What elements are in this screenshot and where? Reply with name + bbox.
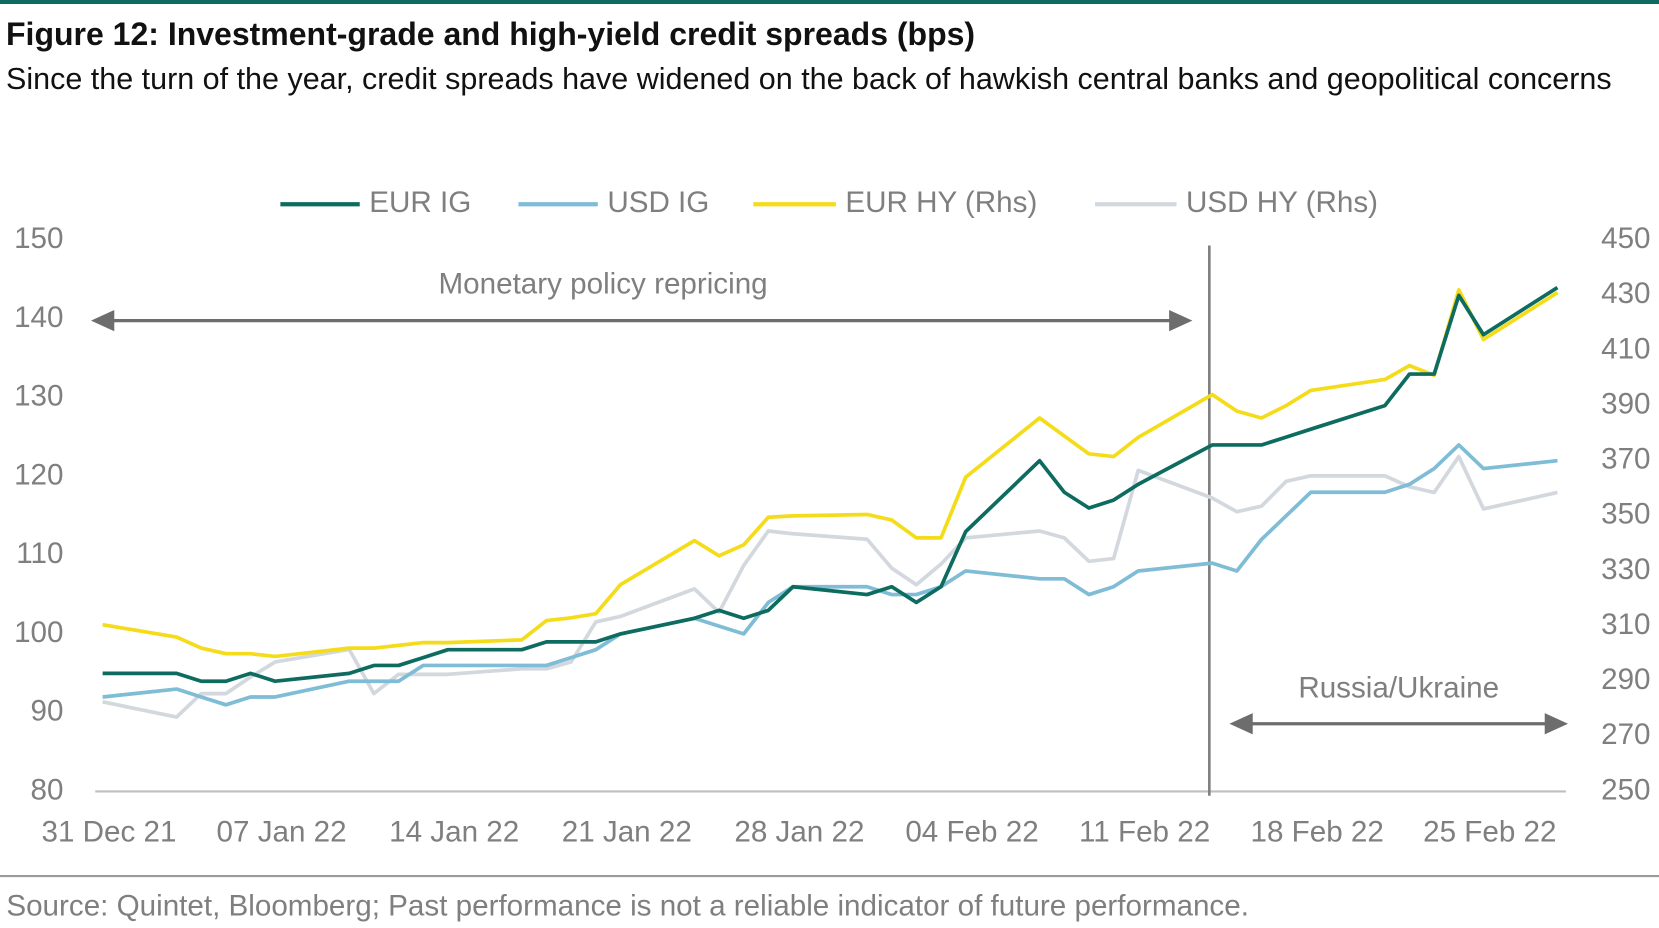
legend-label: USD IG	[607, 186, 709, 219]
x-tick-label: 07 Jan 22	[217, 816, 347, 849]
series-line	[102, 443, 1558, 707]
series-line	[102, 287, 1559, 659]
y-tick-label: 120	[14, 458, 63, 491]
x-tick-label: 18 Feb 22	[1251, 816, 1384, 849]
title: Figure 12: Investment-grade and high-yie…	[6, 16, 976, 52]
y-tick-label: 130	[14, 380, 63, 413]
series-line	[102, 285, 1559, 684]
series-line	[102, 454, 1558, 719]
subtitle: Since the turn of the year, credit sprea…	[6, 62, 1612, 96]
y-tick-label: 100	[14, 616, 63, 649]
x-tick-label: 11 Feb 22	[1079, 816, 1210, 849]
annotation: Russia/Ukraine	[1298, 672, 1499, 705]
x-tick-label: 31 Dec 21	[41, 816, 176, 849]
y-tick-label: 140	[14, 301, 63, 334]
y2-tick-label: 430	[1601, 277, 1650, 310]
source: Source: Quintet, Bloomberg; Past perform…	[6, 890, 1249, 923]
annotation: Monetary policy repricing	[439, 268, 768, 301]
y2-tick-label: 350	[1601, 498, 1650, 531]
arrow-russia	[1229, 713, 1569, 735]
y2-tick-label: 450	[1601, 222, 1650, 255]
y2-tick-label: 330	[1601, 553, 1650, 586]
top-rule	[0, 0, 1659, 4]
x-tick-label: 14 Jan 22	[389, 816, 519, 849]
y2-tick-label: 250	[1601, 773, 1650, 806]
y2-tick-label: 390	[1601, 387, 1650, 420]
y2-tick-label: 410	[1601, 332, 1650, 365]
y2-tick-label: 370	[1601, 443, 1650, 476]
y-tick-label: 90	[31, 695, 64, 728]
x-tick-label: 28 Jan 22	[734, 816, 864, 849]
arrow-monetary	[90, 310, 1193, 332]
legend-label: EUR IG	[369, 186, 471, 219]
legend-label: USD HY (Rhs)	[1186, 186, 1378, 219]
y-tick-label: 150	[14, 222, 63, 255]
y2-tick-label: 310	[1601, 608, 1650, 641]
y-tick-label: 110	[16, 537, 63, 570]
x-tick-label: 21 Jan 22	[562, 816, 692, 849]
legend-label: EUR HY (Rhs)	[845, 186, 1037, 219]
y-tick-label: 80	[31, 773, 64, 806]
y2-tick-label: 290	[1601, 663, 1650, 696]
y2-tick-label: 270	[1601, 718, 1650, 751]
x-tick-label: 25 Feb 22	[1423, 816, 1556, 849]
x-tick-label: 04 Feb 22	[905, 816, 1038, 849]
